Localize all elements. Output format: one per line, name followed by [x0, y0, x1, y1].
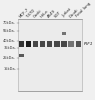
Text: T47D: T47D [26, 8, 36, 18]
Text: MCF-7: MCF-7 [19, 7, 30, 18]
Bar [68, 41, 74, 47]
Text: 70kDa-: 70kDa- [3, 21, 16, 25]
Text: SGT: SGT [54, 10, 62, 18]
Bar [54, 41, 60, 47]
Bar [61, 41, 67, 47]
Text: 55kDa-: 55kDa- [3, 29, 16, 33]
Bar [19, 54, 24, 57]
Text: Daudi: Daudi [68, 8, 79, 18]
Text: A549: A549 [47, 9, 57, 18]
Bar [40, 41, 45, 47]
Bar [62, 32, 66, 34]
Text: Caski: Caski [33, 8, 43, 18]
Bar [47, 41, 52, 47]
Text: 40kDa-: 40kDa- [3, 39, 16, 43]
Bar [33, 41, 38, 47]
Bar [19, 41, 24, 47]
Text: 15kDa-: 15kDa- [3, 67, 16, 71]
Bar [18, 19, 82, 91]
Text: 35kDa-: 35kDa- [3, 46, 16, 50]
Text: 25kDa-: 25kDa- [3, 56, 16, 60]
Text: Fetal lung: Fetal lung [75, 2, 92, 18]
Bar [76, 41, 81, 47]
Bar [26, 41, 31, 47]
Text: Jurkat: Jurkat [61, 8, 72, 18]
Text: IRF1: IRF1 [84, 42, 93, 46]
Text: HeLa: HeLa [40, 9, 50, 18]
